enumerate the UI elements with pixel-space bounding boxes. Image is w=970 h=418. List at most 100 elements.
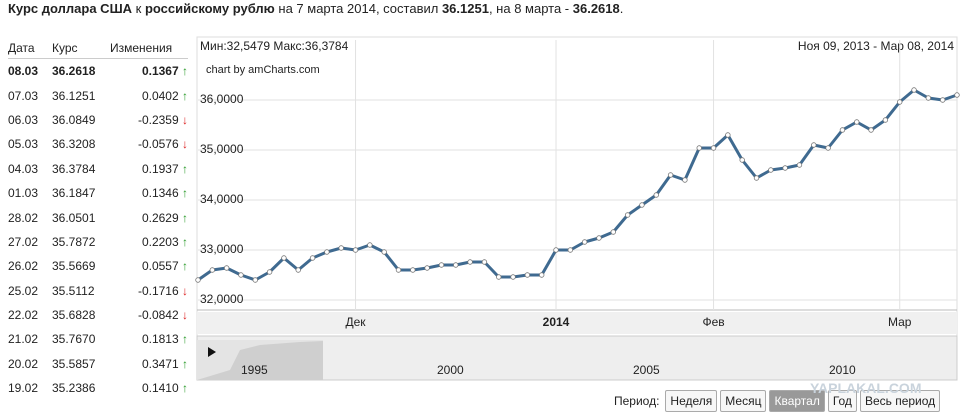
table-row: 01.03 36.1847 0.1346: [8, 181, 188, 205]
table-row: 06.03 36.0849 -0.2359: [8, 108, 188, 132]
period-button[interactable]: Весь период: [859, 390, 941, 412]
header-part: к: [132, 1, 145, 16]
cell: -0.0576: [110, 132, 188, 156]
cell: 35.5112: [52, 283, 95, 298]
cell: -0.2359: [110, 108, 188, 132]
period-button[interactable]: Неделя: [665, 390, 718, 412]
table-row: 19.02 35.2386 0.1410: [8, 376, 188, 400]
cell: 35.7670: [52, 332, 96, 347]
table-row: 08.03 36.2618 0.1367: [8, 59, 188, 84]
point: [567, 247, 574, 253]
point: [367, 242, 373, 248]
cell: 0.1937: [110, 157, 188, 181]
point: [438, 262, 445, 268]
header-part: российскому рублю: [144, 1, 275, 16]
cell: 0.3471: [110, 352, 188, 376]
header-part: 36.2618: [572, 1, 620, 16]
cell: 36.2618: [52, 64, 96, 79]
point: [467, 259, 473, 265]
point: [725, 132, 731, 138]
period-bar: Период: Неделя Месяц Квартал Год Весь период: [614, 390, 941, 412]
point: [424, 265, 430, 271]
point: [195, 277, 201, 283]
column-header: Курс: [52, 38, 110, 59]
cell: 0.1346: [110, 181, 188, 205]
point: [925, 95, 932, 101]
point: [352, 247, 359, 253]
cell: -0.0842: [110, 303, 188, 327]
x-axis-band: [197, 312, 957, 334]
table-row: 28.02 36.0501 0.2629: [8, 205, 188, 229]
period-button[interactable]: Месяц: [720, 390, 767, 412]
point: [897, 99, 903, 105]
cell: 35.2386: [52, 381, 96, 396]
cell: 08.03: [8, 64, 39, 79]
point: [596, 235, 602, 241]
cell: 35.7872: [52, 234, 96, 249]
point: [295, 267, 301, 273]
rate-table: ДатаКурсИзменения08.0336.26180.136707.03…: [8, 38, 188, 400]
point: [395, 267, 402, 273]
point: [639, 202, 645, 208]
cell: 20.02: [8, 356, 39, 371]
cell: 07.03: [8, 88, 39, 103]
point: [309, 255, 316, 261]
point: [252, 277, 258, 283]
point: [854, 119, 860, 125]
cell: 06.03: [8, 112, 39, 127]
point: [825, 145, 831, 151]
play-icon: [208, 347, 216, 357]
cell: 04.03: [8, 161, 39, 176]
header-part: Курс доллара США: [8, 1, 133, 16]
table-row: 20.02 35.5857 0.3471: [8, 352, 188, 376]
point: [223, 265, 230, 271]
x-tick-label: Фев: [702, 315, 724, 329]
point: [768, 167, 774, 173]
watermark: YAPLAKAL.COM: [810, 380, 922, 396]
cell: 0.0557: [110, 254, 188, 278]
point: [939, 97, 946, 103]
period-label: Период:: [614, 394, 660, 408]
table-row: 21.02 35.7670 0.1813: [8, 327, 188, 351]
period-button[interactable]: Год: [827, 390, 857, 412]
cell: 0.1813: [110, 327, 188, 351]
point: [653, 192, 659, 198]
header-part: .: [619, 1, 624, 16]
cell: 19.02: [8, 381, 39, 396]
cell: 0.2203: [110, 230, 188, 254]
table-row: 07.03 36.1251 0.0402: [8, 83, 188, 107]
point: [581, 239, 588, 245]
cell: 35.5857: [52, 356, 96, 371]
cell: 01.03: [8, 186, 39, 201]
table-row: 26.02 35.5669 0.0557: [8, 254, 188, 278]
header-part: , на 8 марта -: [488, 1, 573, 16]
table-row: 04.03 36.3784 0.1937: [8, 157, 188, 181]
subtitle: Мин:32,5479 Макс:36,3784: [200, 39, 349, 53]
line: [197, 88, 958, 282]
period-button[interactable]: Квартал: [769, 390, 825, 412]
cell: 0.1410: [110, 376, 188, 400]
cell: 35.6828: [52, 308, 96, 323]
navigator-label: 2005: [633, 363, 660, 377]
column-header: Дата: [8, 38, 52, 59]
point: [911, 87, 917, 93]
cell: 0.2629: [110, 205, 188, 229]
point: [954, 92, 960, 98]
point: [209, 267, 216, 273]
table-row: 25.02 35.5112 -0.1716: [8, 279, 188, 303]
point: [682, 177, 688, 183]
cell: 36.3784: [52, 161, 96, 176]
point: [324, 249, 330, 255]
point: [667, 172, 674, 178]
point: [811, 142, 817, 148]
point: [281, 255, 287, 261]
point: [610, 229, 617, 235]
point: [381, 249, 387, 255]
y-tick-label: 36,0000: [200, 92, 244, 106]
navigator-label: 2010: [829, 363, 856, 377]
point: [410, 267, 416, 273]
point: [796, 162, 803, 168]
point: [553, 247, 559, 253]
